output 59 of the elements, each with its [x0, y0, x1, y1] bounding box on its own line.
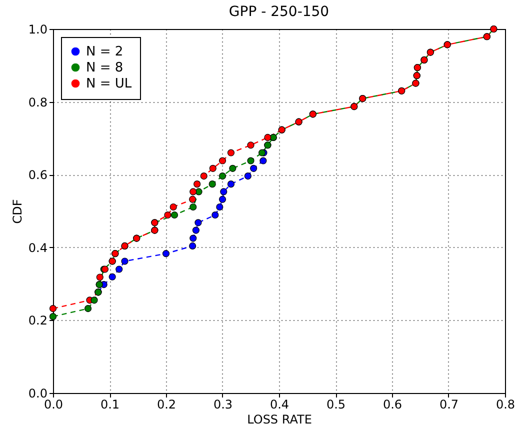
x-tick-label: 0.0 — [44, 398, 64, 412]
x-axis-title: LOSS RATE — [247, 412, 312, 425]
point — [247, 142, 254, 149]
point — [170, 203, 177, 211]
point — [84, 305, 92, 312]
point — [218, 172, 226, 180]
point — [96, 274, 104, 281]
point — [218, 157, 226, 164]
x-tick-label: 0.2 — [156, 398, 176, 412]
point — [260, 157, 267, 164]
y-axis-title: CDF — [10, 199, 24, 224]
y-tick-label: 0.8 — [28, 95, 48, 110]
point — [244, 172, 252, 180]
point — [208, 180, 216, 188]
y-tick-label: 0.6 — [28, 168, 48, 182]
point — [212, 211, 219, 219]
point — [247, 157, 254, 164]
point — [192, 226, 200, 234]
x-tick-label: 0.8 — [496, 398, 516, 412]
point — [49, 305, 57, 312]
point — [189, 242, 196, 250]
x-tick-label: 0.7 — [439, 398, 459, 412]
point — [190, 188, 197, 196]
point — [194, 180, 201, 188]
x-tick-label: 0.1 — [100, 398, 120, 412]
x-tick-label: 0.4 — [270, 398, 290, 412]
y-tick-label: 0.4 — [28, 240, 48, 255]
y-tick-label: 0.0 — [28, 386, 48, 400]
point — [227, 180, 235, 188]
point — [220, 188, 228, 196]
x-tick-label: 0.5 — [326, 398, 346, 412]
point — [170, 211, 178, 219]
point — [49, 313, 57, 320]
y-tick-label: 1.0 — [28, 22, 48, 36]
point — [190, 234, 197, 242]
point — [116, 266, 123, 273]
legend-label: N = UL — [86, 76, 132, 92]
point — [264, 134, 272, 142]
point — [216, 203, 224, 211]
point — [227, 149, 235, 156]
x-tick-label: 0.6 — [382, 398, 402, 412]
point — [209, 164, 216, 172]
chart-title: GPP - 250-150 — [228, 4, 330, 20]
point — [229, 164, 236, 172]
legend-label: N = 2 — [86, 44, 124, 60]
point — [162, 250, 170, 258]
point — [108, 273, 116, 280]
point — [90, 296, 98, 304]
point — [164, 211, 172, 219]
point — [250, 164, 258, 172]
point — [189, 196, 196, 203]
y-tick-label: 0.2 — [28, 314, 48, 328]
point — [200, 172, 208, 180]
point — [218, 196, 226, 203]
point — [121, 258, 128, 265]
x-tick-label: 0.3 — [213, 398, 233, 412]
point — [194, 219, 202, 226]
point — [190, 203, 197, 211]
legend-label: N = 8 — [86, 60, 124, 76]
